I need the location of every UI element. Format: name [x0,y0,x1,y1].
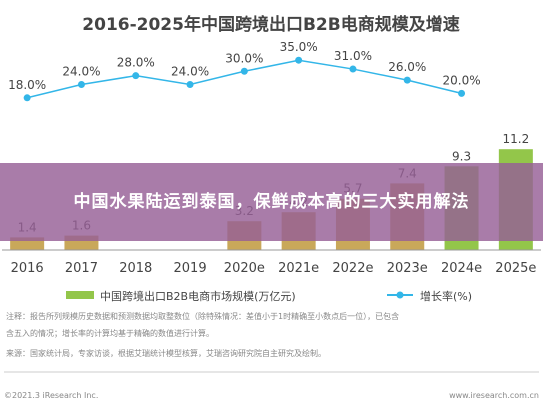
x-tick-2024e: 2024e [441,261,482,276]
x-tick-2019: 2019 [174,261,207,276]
growth-point-2024e [458,89,466,97]
article-title-banner: 中国水果陆运到泰国，保鲜成本高的三大实用解法 [0,163,543,241]
growth-label-2016: 18.0% [8,78,46,92]
x-tick-2022e: 2022e [332,261,373,276]
x-tick-2023e: 2023e [387,261,428,276]
growth-point-2018 [132,72,140,80]
line-layer [23,56,466,102]
x-tick-2017: 2017 [65,261,98,276]
growth-point-2021e [295,56,303,64]
growth-label-2020e: 30.0% [225,51,263,65]
growth-label-2024e: 20.0% [442,73,480,87]
growth-label-2023e: 26.0% [388,60,426,74]
growth-label-2019: 24.0% [171,65,209,79]
x-tick-2018: 2018 [119,261,152,276]
legend-line-marker [396,291,404,299]
x-axis-ticks: 2016 2017 2018 2019 2020e 2021e 2022e 2023e 2024… [11,261,537,276]
growth-point-2022e [349,65,357,73]
growth-point-2020e [240,67,248,75]
bar-value-label-2025e: 11.2 [502,132,529,146]
x-tick-2021e: 2021e [278,261,319,276]
chart-title: 2016-2025年中国跨境出口B2B电商规模及增速 [82,14,459,35]
footer-url: www.iresearch.com.cn [449,391,539,400]
growth-label-2021e: 35.0% [280,40,318,54]
x-tick-2016: 2016 [11,261,44,276]
note-line-1: 注释：报告所列规模历史数据和预测数据均取整数位（除特殊情况：差值小于1时精确至小… [6,311,399,321]
article-title: 中国水果陆运到泰国，保鲜成本高的三大实用解法 [73,192,470,212]
growth-point-2019 [186,81,194,89]
growth-point-2023e [403,76,411,84]
legend: 中国跨境出口B2B电商市场规模(万亿元) 增长率(%) [66,289,472,303]
growth-point-2016 [23,94,31,102]
legend-line-label: 增长率(%) [420,289,472,303]
note-line-3: 来源：国家统计局，专家访谈，根据艾瑞统计模型核算，艾瑞咨询研究院自主研究及绘制。 [6,348,326,358]
legend-bar-swatch [66,291,94,299]
x-tick-2020e: 2020e [224,261,265,276]
legend-bar-label: 中国跨境出口B2B电商市场规模(万亿元) [100,289,296,303]
growth-label-2022e: 31.0% [334,49,372,63]
growth-label-2018: 28.0% [117,56,155,70]
bar-value-label-2024e: 9.3 [452,149,471,163]
x-tick-2025e: 2025e [495,261,536,276]
note-line-2: 含五入的情况；增长率的计算均基于精确的数值进行计算。 [6,328,214,338]
footer-copyright: ©2021.3 iResearch Inc. [4,391,98,400]
growth-label-2017: 24.0% [62,65,100,79]
growth-point-2017 [77,81,85,89]
